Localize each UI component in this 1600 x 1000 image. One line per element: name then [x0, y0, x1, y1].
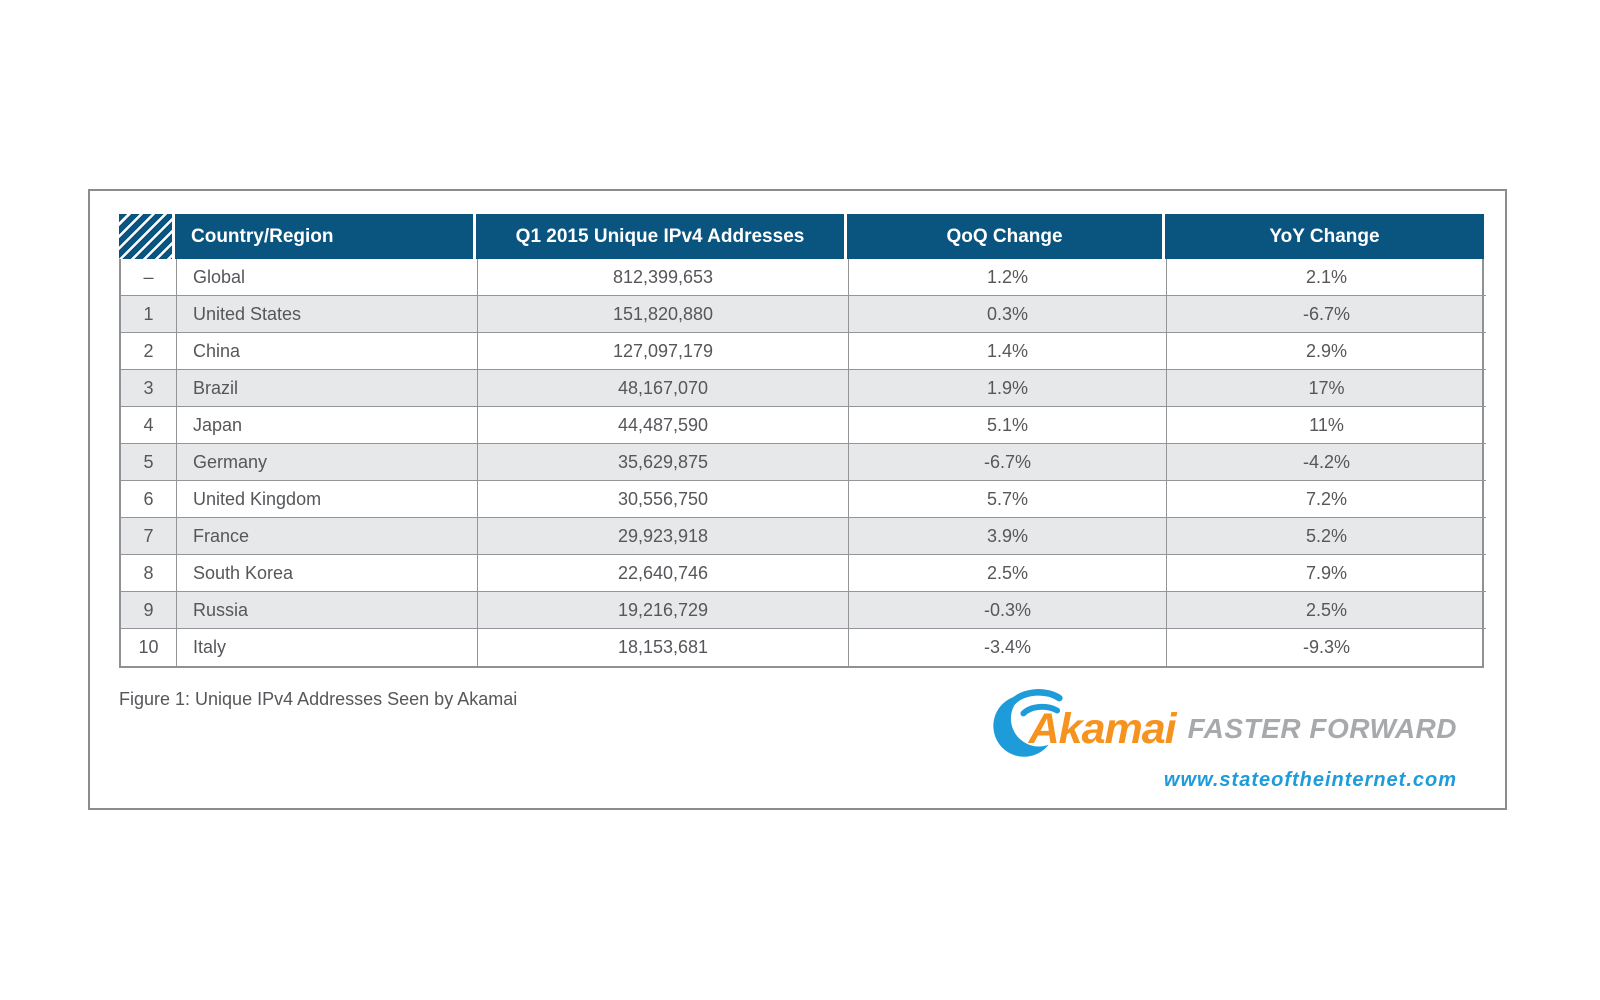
table-row: – Global 812,399,653 1.2% 2.1% [121, 259, 1486, 296]
ipv4-addresses-table: Country/Region Q1 2015 Unique IPv4 Addre… [119, 214, 1486, 668]
qoq-cell: 1.9% [849, 370, 1167, 407]
country-header: Country/Region [175, 214, 476, 259]
yoy-cell: 2.9% [1167, 333, 1486, 370]
table-row: 3 Brazil 48,167,070 1.9% 17% [121, 370, 1486, 407]
table-row: 6 United Kingdom 30,556,750 5.7% 7.2% [121, 481, 1486, 518]
yoy-cell: 5.2% [1167, 518, 1486, 555]
yoy-cell: 7.9% [1167, 555, 1486, 592]
rank-cell: 10 [121, 629, 177, 666]
qoq-header: QoQ Change [847, 214, 1165, 259]
rank-header-hatch-cell [119, 214, 175, 259]
addresses-cell: 151,820,880 [478, 296, 849, 333]
rank-cell: 9 [121, 592, 177, 629]
country-cell: Germany [177, 444, 478, 481]
table-row: 7 France 29,923,918 3.9% 5.2% [121, 518, 1486, 555]
country-cell: Japan [177, 407, 478, 444]
addresses-cell: 127,097,179 [478, 333, 849, 370]
akamai-swoosh-icon [992, 689, 1067, 757]
addresses-cell: 812,399,653 [478, 259, 849, 296]
rank-cell: 8 [121, 555, 177, 592]
country-cell: China [177, 333, 478, 370]
rank-cell: – [121, 259, 177, 296]
rank-cell: 6 [121, 481, 177, 518]
country-cell: South Korea [177, 555, 478, 592]
faster-forward-tagline: FASTER FORWARD [1187, 713, 1457, 744]
addresses-cell: 29,923,918 [478, 518, 849, 555]
figure-caption: Figure 1: Unique IPv4 Addresses Seen by … [119, 689, 518, 709]
akamai-logo: Akamai FASTER FORWARD www.stateoftheinte… [992, 679, 1457, 792]
table-header-row: Country/Region Q1 2015 Unique IPv4 Addre… [119, 214, 1484, 259]
addresses-cell: 22,640,746 [478, 555, 849, 592]
yoy-cell: 11% [1167, 407, 1486, 444]
qoq-cell: -0.3% [849, 592, 1167, 629]
addresses-cell: 18,153,681 [478, 629, 849, 666]
qoq-cell: 2.5% [849, 555, 1167, 592]
country-cell: Global [177, 259, 478, 296]
addresses-cell: 30,556,750 [478, 481, 849, 518]
addresses-cell: 44,487,590 [478, 407, 849, 444]
country-cell: United States [177, 296, 478, 333]
yoy-header: YoY Change [1165, 214, 1484, 259]
country-cell: Russia [177, 592, 478, 629]
yoy-cell: -9.3% [1302, 637, 1351, 657]
rank-cell: 4 [121, 407, 177, 444]
table-row: 8 South Korea 22,640,746 2.5% 7.9% [121, 555, 1486, 592]
yoy-cell: 2.1% [1167, 259, 1486, 296]
yoy-cell: -6.7% [1167, 296, 1486, 333]
rank-cell: 3 [121, 370, 177, 407]
table-row: 10 Italy 18,153,681 -3.4% -9.3% [121, 629, 1482, 666]
country-cell: France [177, 518, 478, 555]
addresses-cell: 35,629,875 [478, 444, 849, 481]
yoy-cell: 7.2% [1167, 481, 1486, 518]
yoy-cell: 2.5% [1167, 592, 1486, 629]
qoq-cell: -3.4% [849, 629, 1167, 666]
addresses-header: Q1 2015 Unique IPv4 Addresses [476, 214, 847, 259]
table-body: – Global 812,399,653 1.2% 2.1% 1 United … [119, 259, 1486, 668]
table-row: 2 China 127,097,179 1.4% 2.9% [121, 333, 1486, 370]
country-cell: Brazil [177, 370, 478, 407]
yoy-cell: -4.2% [1167, 444, 1486, 481]
table-row: 5 Germany 35,629,875 -6.7% -4.2% [121, 444, 1486, 481]
qoq-cell: -6.7% [849, 444, 1167, 481]
country-cell: Italy [177, 629, 478, 666]
table-row: 1 United States 151,820,880 0.3% -6.7% [121, 296, 1486, 333]
rank-cell: 2 [121, 333, 177, 370]
addresses-cell: 19,216,729 [478, 592, 849, 629]
rank-cell: 7 [121, 518, 177, 555]
addresses-cell: 48,167,070 [478, 370, 849, 407]
rank-cell: 1 [121, 296, 177, 333]
qoq-cell: 3.9% [849, 518, 1167, 555]
yoy-cell: 17% [1167, 370, 1486, 407]
qoq-cell: 5.7% [849, 481, 1167, 518]
table-row: 4 Japan 44,487,590 5.1% 11% [121, 407, 1486, 444]
table-row: 9 Russia 19,216,729 -0.3% 2.5% [121, 592, 1486, 629]
stateoftheinternet-link[interactable]: www.stateoftheinternet.com [1163, 769, 1457, 791]
figure-frame: Country/Region Q1 2015 Unique IPv4 Addre… [88, 189, 1507, 810]
country-cell: United Kingdom [177, 481, 478, 518]
rank-cell: 5 [121, 444, 177, 481]
qoq-cell: 1.4% [849, 333, 1167, 370]
qoq-cell: 0.3% [849, 296, 1167, 333]
qoq-cell: 5.1% [849, 407, 1167, 444]
akamai-wordmark: Akamai [1028, 704, 1177, 753]
qoq-cell: 1.2% [849, 259, 1167, 296]
